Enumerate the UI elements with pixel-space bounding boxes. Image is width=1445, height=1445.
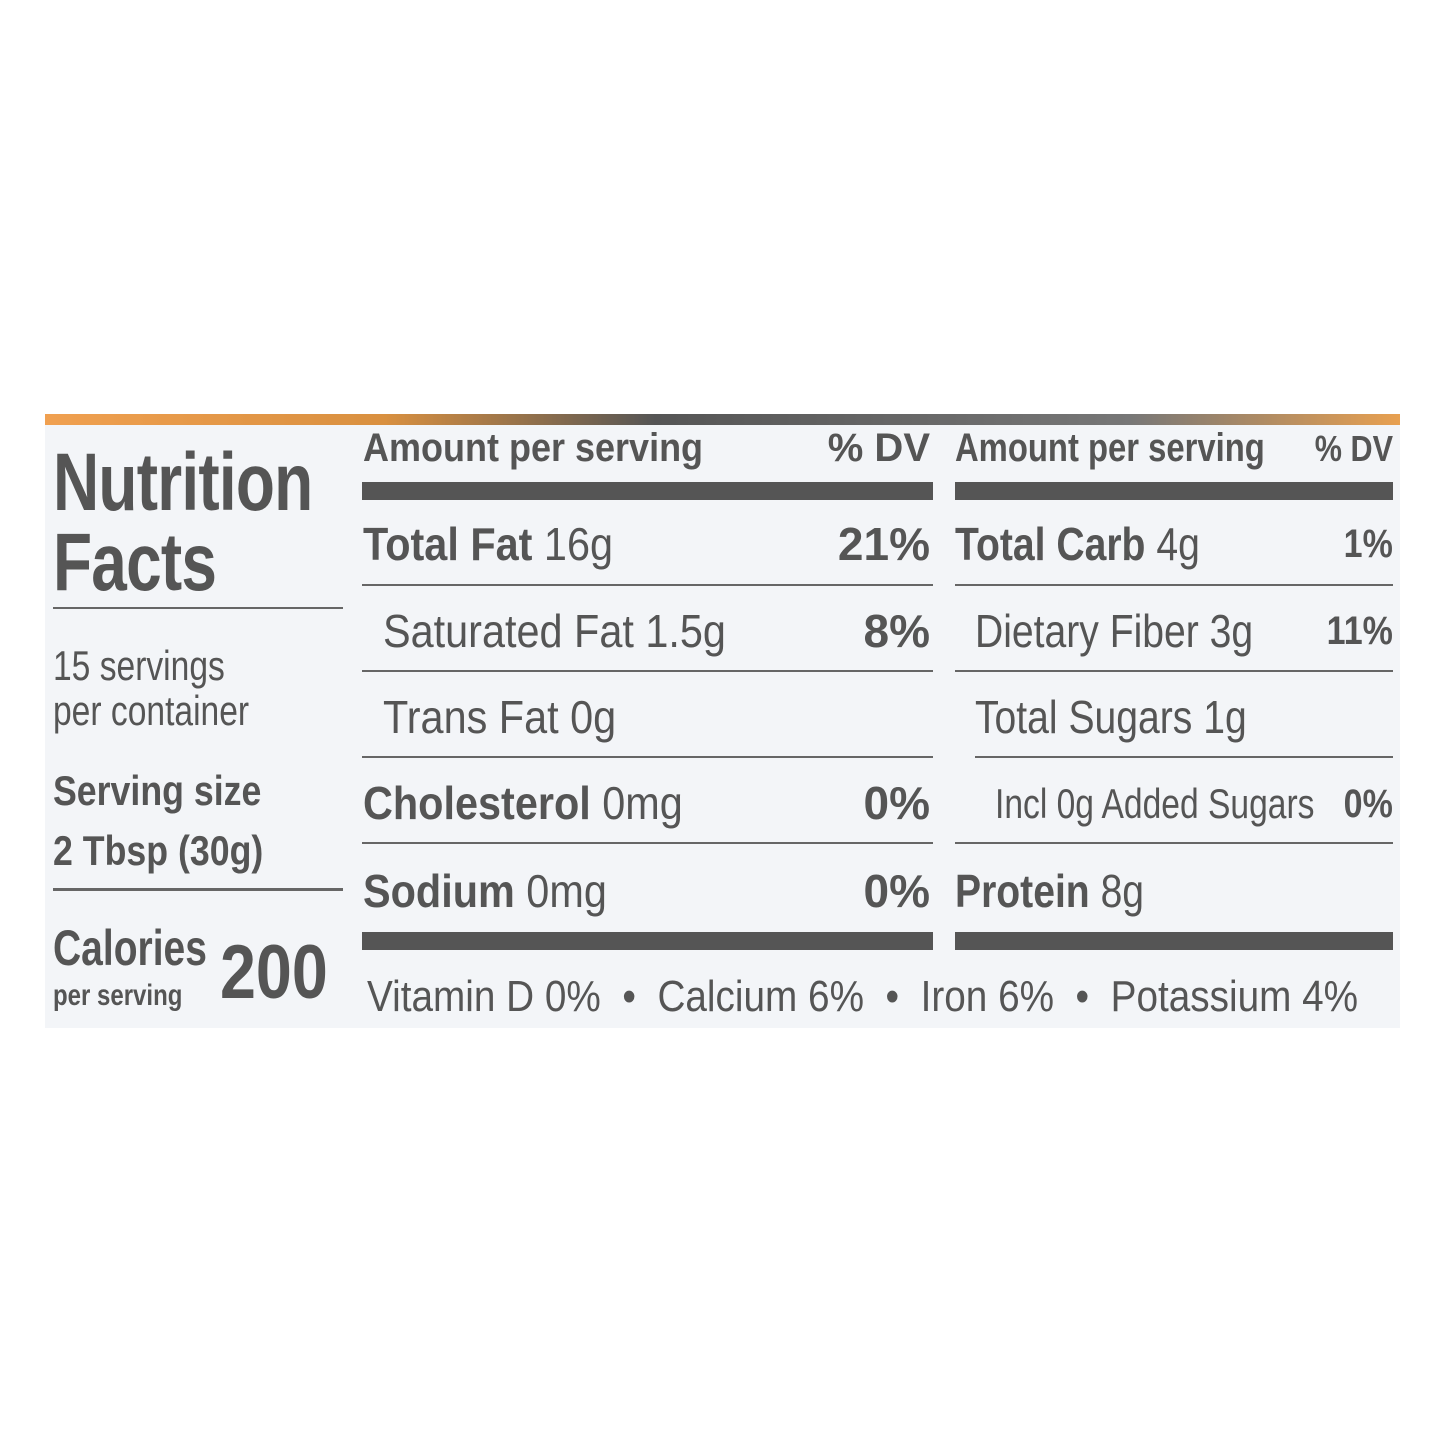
servings-per-container-2: per container xyxy=(53,687,250,734)
row-protein: Protein 8g xyxy=(955,864,1144,918)
row-total-fat: Total Fat 16g xyxy=(363,517,613,571)
dv-value: 0% xyxy=(863,777,930,829)
left-dv-header: % DV xyxy=(827,426,930,470)
serving-size-value: 2 Tbsp (30g) xyxy=(53,827,264,874)
divider xyxy=(955,670,1393,672)
serving-size-label: Serving size xyxy=(53,767,262,814)
dv-value: 0% xyxy=(863,865,930,917)
nutrient-amount: 0mg xyxy=(526,865,607,917)
nutrient-name: Total Carb xyxy=(955,518,1146,570)
row-sodium: Sodium 0mg xyxy=(363,864,607,918)
nutrition-label: Nutrition Facts 15 servings per containe… xyxy=(45,414,1400,1028)
calories-label: Calories xyxy=(53,920,207,976)
nutrient-name: Dietary Fiber xyxy=(975,605,1199,657)
nutrient-amount: 0g xyxy=(570,691,617,743)
right-header: Amount per serving xyxy=(955,426,1265,470)
row-total-carb: Total Carb 4g xyxy=(955,517,1200,571)
nutrient-name: Protein xyxy=(955,865,1090,917)
vitamins-minerals: Vitamin D 0% • Calcium 6% • Iron 6% • Po… xyxy=(367,972,1359,1021)
nutrient-amount: 8g xyxy=(1100,865,1145,917)
divider xyxy=(362,670,933,672)
nutrient-name: Trans Fat xyxy=(383,691,559,743)
left-header: Amount per serving xyxy=(363,426,704,470)
package-edge xyxy=(45,414,1400,425)
row-trans-fat: Trans Fat 0g xyxy=(383,690,616,744)
divider xyxy=(362,584,933,586)
row-saturated-fat: Saturated Fat 1.5g xyxy=(383,604,726,658)
dv-value: 11% xyxy=(1326,609,1393,653)
row-total-sugars: Total Sugars 1g xyxy=(975,690,1247,744)
title-facts: Facts xyxy=(53,517,217,608)
servings-per-container: 15 servings xyxy=(53,642,225,689)
nutrient-name: Total Sugars xyxy=(975,691,1193,743)
row-dietary-fiber: Dietary Fiber 3g xyxy=(975,604,1253,658)
divider xyxy=(975,756,1393,758)
dv-value: 0% xyxy=(1343,782,1393,826)
divider xyxy=(362,842,933,844)
nutrient-amount: 0mg xyxy=(602,777,683,829)
row-cholesterol: Cholesterol 0mg xyxy=(363,776,683,830)
thick-bar xyxy=(955,482,1393,500)
right-dv-header: % DV xyxy=(1314,428,1393,469)
nutrient-amount: 3g xyxy=(1209,605,1254,657)
divider xyxy=(955,584,1393,586)
title: Nutrition xyxy=(53,437,313,528)
dv-value: 21% xyxy=(837,518,930,570)
nutrient-name: Saturated Fat xyxy=(383,605,634,657)
divider xyxy=(955,842,1393,844)
dv-value: 1% xyxy=(1343,522,1393,566)
calories-value: 200 xyxy=(220,930,328,1015)
divider xyxy=(53,607,343,609)
nutrient-amount: 1g xyxy=(1203,691,1247,743)
thick-bar xyxy=(362,482,933,500)
nutrient-amount: 16g xyxy=(543,518,614,570)
divider xyxy=(53,888,343,891)
nutrient-name: Total Fat xyxy=(363,518,533,570)
nutrient-amount: 4g xyxy=(1156,518,1200,570)
divider xyxy=(362,756,933,758)
thick-bar xyxy=(362,932,933,950)
thick-bar xyxy=(955,932,1393,950)
nutrient-name: Cholesterol xyxy=(363,777,591,829)
calories-sub: per serving xyxy=(53,979,183,1012)
nutrient-amount: 1.5g xyxy=(645,605,726,657)
dv-value: 8% xyxy=(863,605,930,657)
row-added-sugars: Incl 0g Added Sugars xyxy=(995,780,1315,827)
nutrient-name: Sodium xyxy=(363,865,515,917)
